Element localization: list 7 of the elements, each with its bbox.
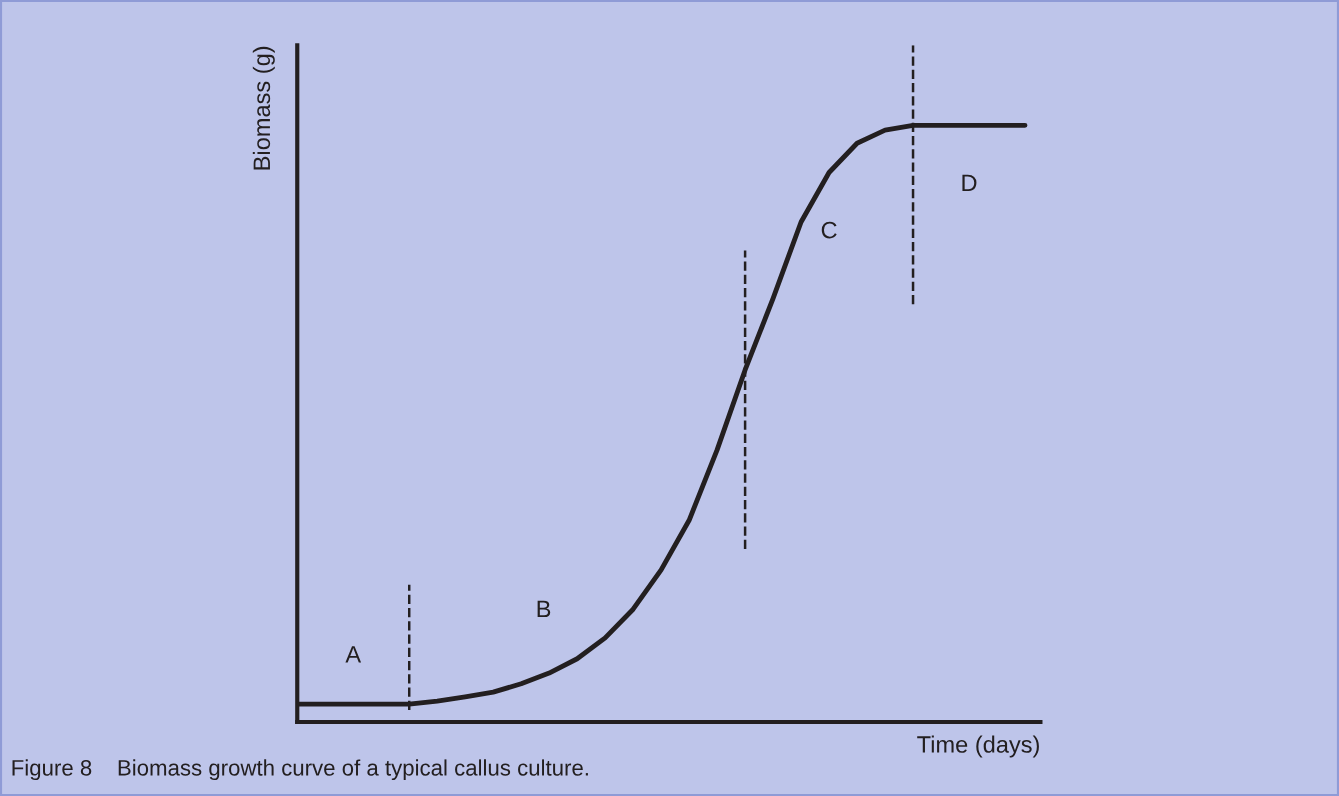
annotation: C (821, 221, 837, 239)
annotation: B (537, 600, 551, 618)
annotation: A (345, 646, 362, 663)
y-axis-title: Biomass (g) (252, 46, 275, 170)
caption: Figure 8 Biomass growth curve of a typical callus culture. (12, 759, 588, 781)
annotation: D (962, 174, 977, 192)
x-axis-title: Time (days) (917, 735, 1039, 758)
